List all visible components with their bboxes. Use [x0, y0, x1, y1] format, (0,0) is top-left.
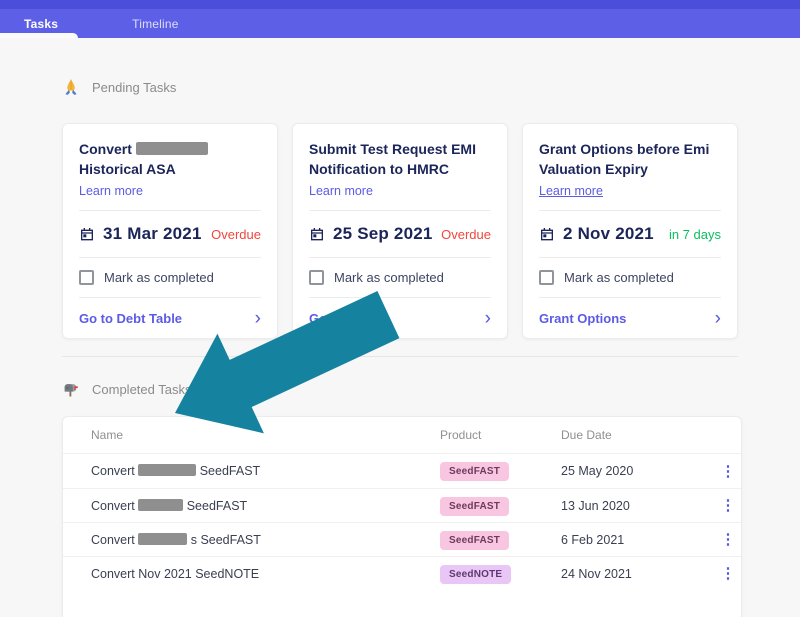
learn-more-link[interactable]: Learn more: [79, 184, 143, 198]
divider: [539, 297, 721, 298]
mark-completed-label: Mark as completed: [104, 270, 214, 285]
task-name-cell: Convert s SeedFAST: [91, 532, 261, 547]
product-cell: SeedNOTE: [440, 564, 561, 584]
app-tab-bar: Tasks Timeline: [0, 0, 800, 38]
row-menu-icon[interactable]: ⋮: [720, 565, 736, 582]
section-divider: [62, 356, 738, 357]
card-action-link[interactable]: Go to Grant: [309, 311, 382, 326]
appbar-top-strip: [0, 0, 800, 9]
task-name-cell: Convert SeedFAST: [91, 498, 248, 513]
task-title: Grant Options before Emi Valuation Expir…: [539, 141, 710, 177]
mark-completed-row: Mark as completed: [309, 258, 491, 297]
col-header-name: Name: [91, 428, 124, 442]
learn-more-link[interactable]: Learn more: [539, 184, 603, 198]
product-badge: SeedFAST: [440, 530, 510, 550]
mark-completed-row: Mark as completed: [539, 258, 721, 297]
learn-more-link[interactable]: Learn more: [309, 184, 373, 198]
task-title: Convert Historical ASA: [79, 139, 261, 181]
table-header-row: Name Product Due Date: [63, 417, 741, 454]
mailbox-icon: [64, 384, 78, 397]
pending-task-card: Grant Options before Emi Valuation Expir…: [522, 123, 738, 339]
chevron-right-icon[interactable]: ›: [484, 307, 491, 329]
status-badge: Overdue: [211, 226, 261, 242]
praying-hands-icon: [65, 79, 77, 95]
due-date: 2 Nov 2021: [563, 224, 654, 243]
chevron-right-icon[interactable]: ›: [254, 307, 261, 329]
divider: [309, 257, 491, 258]
calendar-icon: [541, 228, 553, 241]
task-title: Submit Test Request EMI Notification to …: [309, 141, 476, 177]
mark-completed-label: Mark as completed: [334, 270, 444, 285]
calendar-icon: [81, 228, 93, 241]
redaction-box: [135, 142, 208, 155]
mark-completed-checkbox[interactable]: [309, 270, 324, 285]
completed-tasks-table: Name Product Due Date Convert SeedFAST S…: [62, 416, 742, 617]
card-action-row: Go to Grant ›: [309, 298, 491, 338]
table-row[interactable]: Convert SeedFAST SeedFAST 25 May 2020 ⋮: [63, 454, 741, 488]
task-name-cell: Convert Nov 2021 SeedNOTE: [91, 566, 260, 581]
redaction-box: [138, 498, 184, 511]
col-header-product: Product: [440, 428, 482, 442]
pending-tasks-header: Pending Tasks: [62, 78, 738, 96]
card-action-link[interactable]: Go to Debt Table: [79, 311, 183, 326]
due-date: 31 Mar 2021: [103, 224, 202, 243]
divider: [79, 210, 261, 211]
active-tab-indicator: [0, 33, 78, 38]
product-cell: SeedFAST: [440, 461, 561, 481]
due-date-row: 31 Mar 2021 Overdue: [79, 211, 261, 257]
table-row[interactable]: Convert Nov 2021 SeedNOTE SeedNOTE 24 No…: [63, 556, 741, 590]
card-action-link[interactable]: Grant Options: [539, 311, 627, 326]
tab-tasks[interactable]: Tasks: [24, 16, 59, 31]
status-badge: in 7 days: [668, 226, 721, 242]
due-date-row: 25 Sep 2021 Overdue: [309, 211, 491, 257]
task-name-cell: Convert SeedFAST: [91, 464, 261, 478]
pending-task-card: Submit Test Request EMI Notification to …: [292, 123, 508, 339]
pending-cards: Convert Historical ASA Learn more 31 Mar…: [62, 123, 738, 339]
redaction-box: [138, 464, 197, 476]
pending-tasks-title: Pending Tasks: [92, 79, 177, 95]
calendar-icon: [311, 228, 323, 241]
due-date-cell: 25 May 2020: [561, 464, 634, 478]
divider: [309, 210, 491, 211]
mark-completed-row: Mark as completed: [79, 258, 261, 297]
mark-completed-label: Mark as completed: [564, 270, 674, 285]
status-badge: Overdue: [441, 226, 491, 242]
completed-tasks-title: Completed Tasks: [92, 381, 192, 397]
table-row[interactable]: Convert s SeedFAST SeedFAST 6 Feb 2021 ⋮: [63, 522, 741, 556]
due-date-cell: 13 Jun 2020: [561, 498, 630, 513]
due-date: 25 Sep 2021: [333, 224, 433, 243]
tab-timeline[interactable]: Timeline: [132, 16, 179, 31]
due-date-cell: 6 Feb 2021: [561, 532, 625, 547]
row-menu-icon[interactable]: ⋮: [720, 462, 736, 480]
chevron-right-icon[interactable]: ›: [714, 307, 721, 329]
table-row[interactable]: Convert SeedFAST SeedFAST 13 Jun 2020 ⋮: [63, 488, 741, 522]
product-cell: SeedFAST: [440, 496, 561, 516]
divider: [539, 257, 721, 258]
divider: [79, 297, 261, 298]
product-badge: SeedNOTE: [440, 564, 512, 584]
col-header-due-date: Due Date: [561, 428, 612, 442]
mark-completed-checkbox[interactable]: [539, 270, 554, 285]
completed-tasks-header: Completed Tasks: [62, 380, 738, 398]
product-badge: SeedFAST: [440, 496, 510, 516]
divider: [309, 297, 491, 298]
redaction-box: [138, 532, 188, 545]
card-action-row: Go to Debt Table ›: [79, 298, 261, 338]
card-action-row: Grant Options ›: [539, 298, 721, 338]
pending-task-card: Convert Historical ASA Learn more 31 Mar…: [62, 123, 278, 339]
row-menu-icon[interactable]: ⋮: [720, 531, 736, 548]
divider: [539, 210, 721, 211]
product-badge: SeedFAST: [440, 462, 510, 481]
row-menu-icon[interactable]: ⋮: [720, 497, 736, 514]
due-date-cell: 24 Nov 2021: [561, 566, 632, 581]
divider: [79, 257, 261, 258]
product-cell: SeedFAST: [440, 530, 561, 550]
mark-completed-checkbox[interactable]: [79, 270, 94, 285]
due-date-row: 2 Nov 2021 in 7 days: [539, 211, 721, 257]
